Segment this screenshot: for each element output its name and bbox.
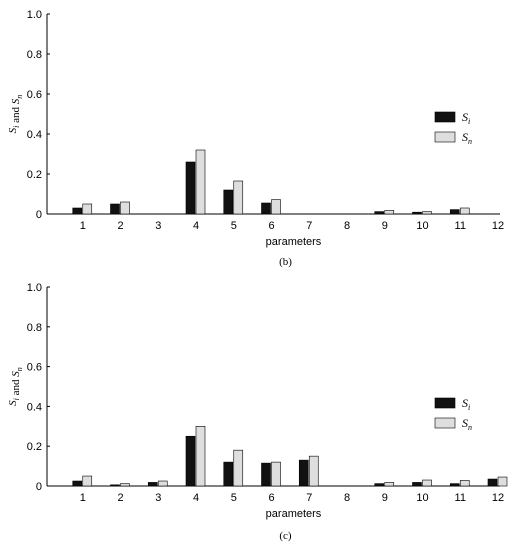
legend-label-si: Si xyxy=(462,396,470,412)
y-tick-label: 0.4 xyxy=(27,401,42,413)
bar-si-9 xyxy=(374,211,385,215)
y-tick-label: 0.2 xyxy=(27,169,42,181)
legend-label-sn: Sn xyxy=(462,416,472,432)
legend-swatch-si xyxy=(434,397,456,409)
bar-si-4 xyxy=(185,161,196,215)
bar-sn-1 xyxy=(82,475,93,487)
panel-label: (b) xyxy=(279,256,292,268)
legend: Si Sn xyxy=(434,396,472,432)
x-tick-label: 1 xyxy=(80,220,86,232)
bar-si-1 xyxy=(72,207,83,215)
bar-si-2 xyxy=(110,203,120,215)
x-tick-label: 9 xyxy=(382,492,388,504)
bar-si-1 xyxy=(72,480,83,487)
bar-sn-1 xyxy=(82,203,93,215)
bar-sn-10 xyxy=(422,211,432,215)
x-tick-label: 10 xyxy=(416,492,428,504)
bar-sn-4 xyxy=(195,149,206,215)
x-tick-label: 7 xyxy=(306,492,312,504)
bar-sn-6 xyxy=(271,461,281,487)
x-axis-label: parameters xyxy=(266,508,322,520)
bar-si-10 xyxy=(412,211,422,215)
x-tick-label: 3 xyxy=(155,492,161,504)
panel-label: (c) xyxy=(279,530,292,542)
bar-si-3 xyxy=(147,482,158,487)
x-tick-label: 11 xyxy=(455,492,466,504)
bar-sn-5 xyxy=(233,449,244,487)
legend-swatch-sn xyxy=(434,131,456,143)
bar-sn-2 xyxy=(120,483,130,487)
bar-si-5 xyxy=(223,189,234,215)
y-tick-label: 0.4 xyxy=(27,129,42,141)
x-tick-label: 8 xyxy=(344,220,350,232)
bar-sn-12 xyxy=(497,476,508,487)
bar-si-10 xyxy=(412,482,422,487)
bar-si-12 xyxy=(487,478,498,487)
bar-si-4 xyxy=(185,435,196,487)
x-tick-label: 4 xyxy=(193,492,199,504)
bar-sn-9 xyxy=(384,210,395,215)
x-tick-label: 3 xyxy=(155,220,161,232)
x-tick-label: 4 xyxy=(193,220,199,232)
x-tick-label: 12 xyxy=(492,220,504,232)
bar-sn-9 xyxy=(384,482,395,487)
y-axis-label: Si and Sn xyxy=(7,95,24,134)
x-tick-label: 5 xyxy=(231,220,237,232)
bar-si-5 xyxy=(223,461,234,487)
x-tick-label: 10 xyxy=(416,220,428,232)
bar-si-7 xyxy=(298,459,309,487)
bar-sn-7 xyxy=(308,455,319,487)
bar-sn-11 xyxy=(459,207,470,215)
y-tick-label: 0 xyxy=(36,481,42,493)
x-tick-label: 2 xyxy=(117,220,123,232)
bar-sn-6 xyxy=(271,199,281,215)
legend-swatch-sn xyxy=(434,417,456,429)
legend-label-sn: Sn xyxy=(462,130,472,146)
y-tick-label: 0.8 xyxy=(27,49,42,61)
x-tick-label: 7 xyxy=(306,220,312,232)
bar-sn-11 xyxy=(459,480,470,487)
legend-swatch-si xyxy=(434,111,456,123)
y-tick-label: 0.6 xyxy=(27,362,42,374)
bar-si-11 xyxy=(449,209,460,215)
y-tick-label: 0.6 xyxy=(27,89,42,101)
y-axis-label: Si and Sn xyxy=(7,367,24,406)
y-tick-label: 0.8 xyxy=(27,322,42,334)
x-axis-label: parameters xyxy=(266,236,322,248)
x-tick-label: 12 xyxy=(492,492,504,504)
bar-sn-10 xyxy=(422,479,432,487)
bar-sn-5 xyxy=(233,180,244,215)
legend: Si Sn xyxy=(434,110,472,146)
x-tick-label: 2 xyxy=(117,492,123,504)
x-tick-label: 1 xyxy=(80,492,86,504)
x-tick-label: 5 xyxy=(231,492,237,504)
x-tick-label: 8 xyxy=(344,492,350,504)
x-tick-label: 6 xyxy=(268,492,274,504)
y-tick-label: 0.2 xyxy=(27,441,42,453)
legend-label-si: Si xyxy=(462,110,470,126)
bar-sn-4 xyxy=(195,425,206,487)
bar-si-6 xyxy=(261,462,271,487)
x-tick-label: 11 xyxy=(455,220,466,232)
y-tick-label: 1.0 xyxy=(27,282,42,294)
bar-sn-2 xyxy=(120,201,130,215)
y-tick-label: 0 xyxy=(36,209,42,221)
bar-sn-3 xyxy=(157,480,168,487)
x-tick-label: 6 xyxy=(268,220,274,232)
bar-si-6 xyxy=(261,202,271,215)
x-tick-label: 9 xyxy=(382,220,388,232)
bar-si-11 xyxy=(449,483,460,487)
bar-si-2 xyxy=(110,484,120,487)
y-tick-label: 1.0 xyxy=(27,9,42,21)
bar-si-9 xyxy=(374,483,385,487)
